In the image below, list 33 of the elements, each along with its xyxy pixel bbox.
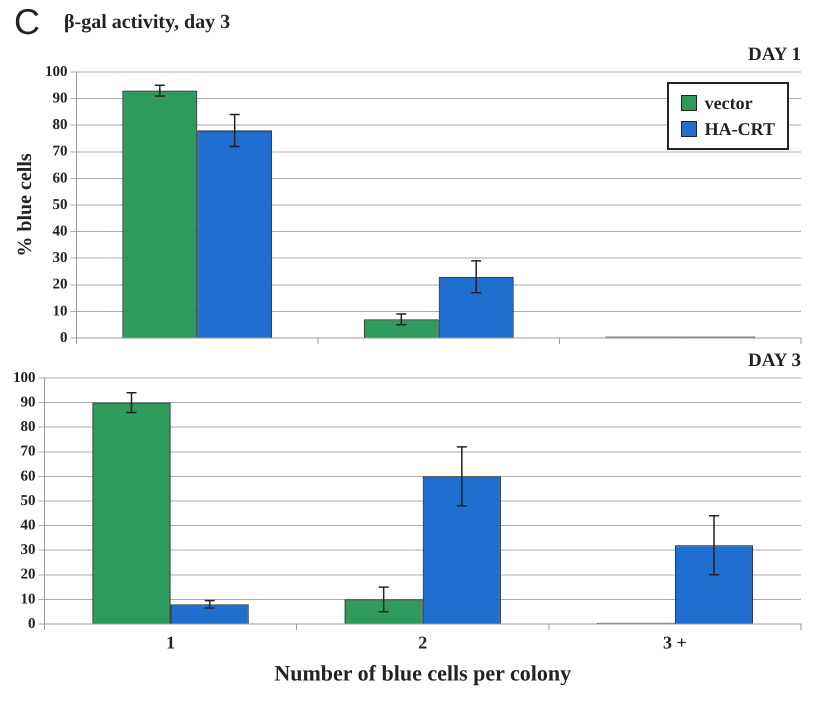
y-tick-label: 20	[52, 276, 68, 293]
x-tick-label: 3 +	[663, 632, 687, 652]
text: β-gal activity, day 3	[64, 10, 230, 34]
chart-title: DAY 3	[748, 350, 801, 372]
chart-title: DAY 1	[748, 44, 801, 66]
legend-label: vector	[704, 92, 753, 115]
y-axis-title: % blue cells	[14, 153, 36, 257]
x-axis-title: Number of blue cells per colony	[274, 660, 572, 686]
y-tick-label: 80	[52, 117, 68, 134]
y-tick-label: 20	[20, 566, 36, 583]
y-tick-label: 60	[52, 170, 68, 186]
text: C	[14, 1, 40, 43]
y-tick-label: 100	[45, 64, 68, 80]
y-tick-label: 90	[52, 90, 68, 106]
legend-label: HA-CRT	[704, 118, 775, 141]
y-tick-label: 50	[20, 492, 36, 509]
y-tick-label: 60	[20, 468, 36, 484]
y-tick-label: 40	[20, 517, 36, 534]
y-tick-label: 10	[20, 591, 36, 608]
y-tick-label: 100	[13, 370, 36, 386]
y-tick-label: 10	[52, 303, 68, 320]
y-tick-label: 80	[20, 419, 36, 436]
x-tick-label: 2	[418, 632, 428, 652]
y-tick-label: 90	[20, 394, 36, 410]
y-tick-label: 0	[28, 616, 36, 632]
y-tick-label: 0	[60, 330, 68, 346]
y-tick-label: 40	[52, 223, 68, 240]
y-tick-label: 30	[52, 250, 68, 266]
y-tick-label: 70	[20, 444, 36, 460]
y-tick-label: 30	[20, 542, 36, 558]
y-tick-label: 70	[52, 144, 68, 160]
y-tick-label: 50	[52, 196, 68, 213]
x-tick-label: 1	[166, 632, 176, 652]
